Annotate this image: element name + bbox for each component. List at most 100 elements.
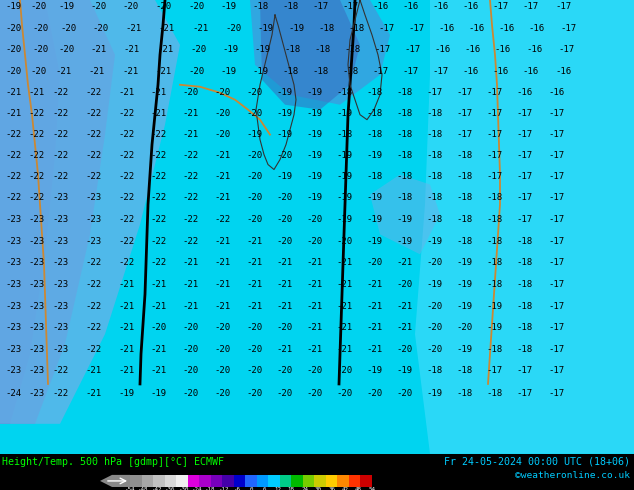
Text: -21: -21 xyxy=(118,302,134,311)
Text: -20: -20 xyxy=(190,46,206,54)
Text: -20: -20 xyxy=(155,2,171,11)
Text: -19: -19 xyxy=(456,280,472,289)
Text: -18: -18 xyxy=(516,322,532,332)
Text: -16: -16 xyxy=(526,46,542,54)
Text: -22: -22 xyxy=(150,237,166,246)
Text: -17: -17 xyxy=(486,367,502,375)
Text: -18: -18 xyxy=(348,24,364,33)
Text: -21: -21 xyxy=(214,193,230,202)
Text: -16: -16 xyxy=(372,2,388,11)
Text: -20: -20 xyxy=(456,322,472,332)
Text: -18: -18 xyxy=(336,130,352,139)
Text: 48: 48 xyxy=(355,488,362,490)
Text: -18: -18 xyxy=(282,2,298,11)
Text: -18: -18 xyxy=(396,193,412,202)
Text: -22: -22 xyxy=(85,258,101,267)
Text: -20: -20 xyxy=(60,24,76,33)
Text: -21: -21 xyxy=(306,280,322,289)
Text: -23: -23 xyxy=(52,193,68,202)
Text: -21: -21 xyxy=(182,258,198,267)
Text: -18: -18 xyxy=(366,130,382,139)
Text: -21: -21 xyxy=(88,67,104,76)
Text: -19: -19 xyxy=(396,215,412,224)
Text: -23: -23 xyxy=(52,237,68,246)
Text: -17: -17 xyxy=(548,215,564,224)
Text: -18: -18 xyxy=(456,193,472,202)
Text: -21: -21 xyxy=(157,46,173,54)
Text: -17: -17 xyxy=(486,172,502,181)
Text: -18: -18 xyxy=(516,280,532,289)
Text: -20: -20 xyxy=(182,88,198,97)
Text: -18: -18 xyxy=(486,280,502,289)
Text: -22: -22 xyxy=(28,151,44,160)
Text: -20: -20 xyxy=(246,88,262,97)
Text: -20: -20 xyxy=(276,237,292,246)
Text: -16: -16 xyxy=(432,2,448,11)
Text: -21: -21 xyxy=(306,344,322,353)
Text: -20: -20 xyxy=(214,367,230,375)
Text: -22: -22 xyxy=(5,172,21,181)
Text: 54: 54 xyxy=(368,488,375,490)
Text: -21: -21 xyxy=(366,302,382,311)
Text: -16: -16 xyxy=(498,24,514,33)
Bar xyxy=(280,475,292,487)
Text: -20: -20 xyxy=(32,46,48,54)
Text: -21: -21 xyxy=(366,344,382,353)
Text: -21: -21 xyxy=(336,322,352,332)
Text: -18: -18 xyxy=(516,344,532,353)
Text: -23: -23 xyxy=(52,344,68,353)
Text: -21: -21 xyxy=(150,109,166,118)
Text: -22: -22 xyxy=(182,215,198,224)
Text: -19: -19 xyxy=(366,193,382,202)
Text: -18: -18 xyxy=(516,302,532,311)
Bar xyxy=(268,475,280,487)
Text: -22: -22 xyxy=(28,130,44,139)
Text: -17: -17 xyxy=(560,24,576,33)
Text: -20: -20 xyxy=(30,67,46,76)
Text: -17: -17 xyxy=(516,109,532,118)
Text: -24: -24 xyxy=(192,488,202,490)
Text: -17: -17 xyxy=(522,2,538,11)
Text: -22: -22 xyxy=(52,390,68,398)
Text: -18: -18 xyxy=(396,172,412,181)
Text: -21: -21 xyxy=(125,24,141,33)
Text: -21: -21 xyxy=(214,237,230,246)
Text: -21: -21 xyxy=(5,109,21,118)
Text: -20: -20 xyxy=(246,151,262,160)
Text: -18: -18 xyxy=(486,193,502,202)
Text: -20: -20 xyxy=(366,258,382,267)
Text: -22: -22 xyxy=(118,151,134,160)
Bar xyxy=(326,475,337,487)
Text: -23: -23 xyxy=(5,237,21,246)
Bar xyxy=(245,475,257,487)
Text: -21: -21 xyxy=(5,88,21,97)
Text: -19: -19 xyxy=(366,367,382,375)
Text: -21: -21 xyxy=(246,258,262,267)
Text: -19: -19 xyxy=(366,151,382,160)
Text: -54: -54 xyxy=(125,488,135,490)
Text: -20: -20 xyxy=(182,367,198,375)
Text: -20: -20 xyxy=(336,367,352,375)
Text: -21: -21 xyxy=(246,280,262,289)
Text: -18: -18 xyxy=(426,215,442,224)
Text: -20: -20 xyxy=(214,344,230,353)
Text: -18: -18 xyxy=(456,215,472,224)
Bar xyxy=(303,475,314,487)
Text: -22: -22 xyxy=(85,172,101,181)
Text: -18: -18 xyxy=(284,46,300,54)
Text: -18: -18 xyxy=(426,130,442,139)
Text: -21: -21 xyxy=(123,46,139,54)
Text: 12: 12 xyxy=(275,488,281,490)
Text: -12: -12 xyxy=(219,488,230,490)
Text: -18: -18 xyxy=(312,67,328,76)
Text: -20: -20 xyxy=(276,322,292,332)
Text: -20: -20 xyxy=(225,24,241,33)
Text: -18: -18 xyxy=(486,344,502,353)
Text: -17: -17 xyxy=(456,88,472,97)
Text: -16: -16 xyxy=(462,2,478,11)
Text: -22: -22 xyxy=(85,322,101,332)
Text: -19: -19 xyxy=(5,2,21,11)
Text: -18: -18 xyxy=(396,88,412,97)
Text: -18: -18 xyxy=(456,172,472,181)
Text: Fr 24-05-2024 00:00 UTC (18+06): Fr 24-05-2024 00:00 UTC (18+06) xyxy=(444,457,630,467)
